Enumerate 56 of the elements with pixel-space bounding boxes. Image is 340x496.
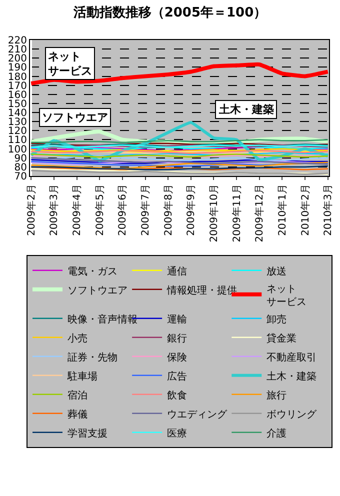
legend-label: 放送 [266, 265, 287, 278]
legend-label: 広告 [167, 370, 188, 382]
legend-label: 学習支援 [68, 427, 108, 440]
y-tick-label: 70 [14, 172, 27, 182]
x-tick-label: 2009年10月 [208, 184, 220, 242]
legend-label: 葬儀 [68, 408, 88, 420]
x-tick-label: 2009年7月 [140, 184, 152, 236]
legend-label: 卸売 [266, 313, 287, 326]
legend-label: 小売 [68, 332, 88, 344]
legend-label: 旅行 [266, 389, 287, 402]
x-tick-label: 2009年12月 [254, 184, 266, 242]
annotation: ソフトウエア [42, 111, 108, 124]
legend-label: 保険 [167, 352, 188, 364]
legend-label: 証券・先物 [68, 351, 118, 364]
legend-label: 医療 [167, 427, 188, 440]
legend-label: 貸金業 [266, 332, 297, 344]
y-tick-label: 190 [8, 62, 27, 74]
x-tick-label: 2010年3月 [322, 184, 334, 236]
legend-label: 電気・ガス [68, 266, 118, 278]
legend-label: ウエディング [167, 409, 228, 420]
line-series [30, 62, 329, 86]
legend-label: 介護 [266, 427, 287, 440]
legend-label: 土木・建築 [266, 370, 317, 382]
legend-label: ネットサービス [266, 284, 307, 308]
y-tick-label: 110 [8, 135, 27, 146]
y-tick-label: 80 [14, 162, 27, 174]
y-tick-label: 180 [8, 72, 27, 83]
x-tick-label: 2009年4月 [71, 184, 84, 236]
legend-label: 銀行 [167, 333, 188, 344]
legend-label: 通信 [167, 265, 188, 278]
y-tick-label: 150 [8, 98, 27, 110]
x-tick-label: 2009年6月 [116, 184, 129, 236]
y-tick-label: 170 [8, 80, 27, 92]
legend-label: 駐車場 [66, 370, 98, 382]
legend-label: ソフトウエア [68, 285, 128, 296]
y-tick-label: 160 [8, 90, 27, 101]
annotation: ネットサービス [48, 50, 92, 78]
y-tick-label: 100 [8, 144, 27, 156]
x-tick-label: 2009年5月 [94, 184, 106, 236]
x-tick-label: 2009年3月 [48, 184, 60, 236]
y-tick-label: 90 [14, 153, 27, 164]
legend-label: 不動産取引 [266, 351, 317, 364]
line-series [30, 162, 329, 170]
legend-label: ボウリング [266, 409, 318, 420]
legend-label: 飲食 [167, 389, 188, 402]
x-tick-label: 2009年8月 [162, 184, 174, 236]
x-tick-label: 2010年1月 [276, 184, 288, 236]
x-tick-label: 2009年2月 [25, 184, 38, 236]
x-tick-label: 2009年11月 [230, 184, 243, 242]
y-tick-label: 220 [8, 36, 27, 46]
x-tick-label: 2009年9月 [185, 184, 198, 236]
chart-title: 活動指数推移（2005年＝100） [72, 6, 267, 21]
annotation: 土木・建築 [218, 103, 274, 116]
legend-label: 運輸 [167, 313, 188, 326]
x-tick-label: 2010年2月 [299, 184, 312, 236]
legend-label: 宿泊 [68, 389, 88, 402]
